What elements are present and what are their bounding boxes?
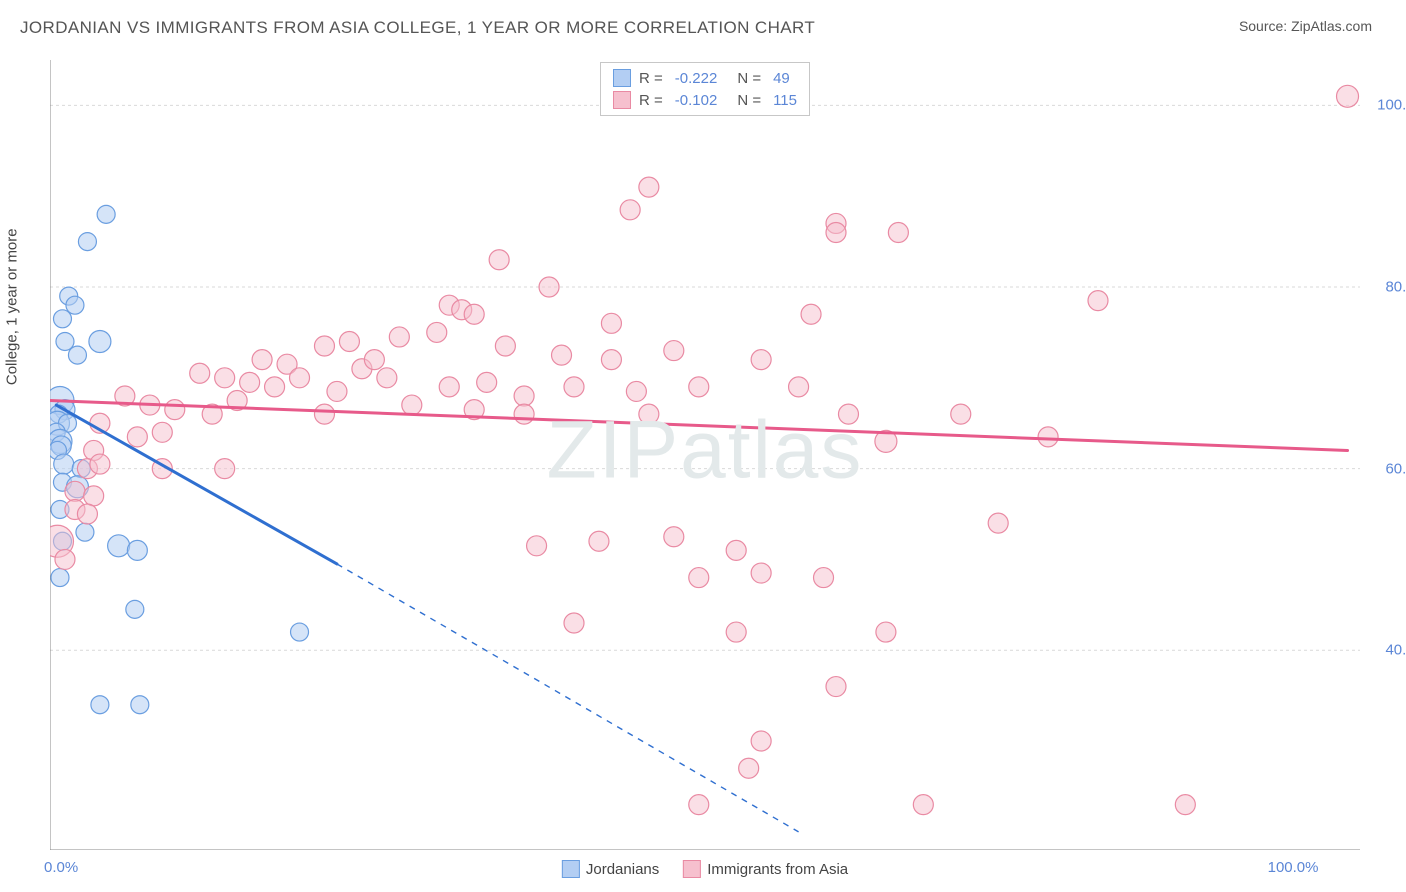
legend-n-value: 115: [773, 92, 797, 109]
legend-swatch: [683, 860, 701, 878]
series-legend-item: Jordanians: [562, 860, 659, 878]
legend-r-value: -0.102: [675, 92, 718, 109]
scatter-plot: [50, 60, 1360, 850]
chart-title: JORDANIAN VS IMMIGRANTS FROM ASIA COLLEG…: [20, 18, 815, 38]
series-legend: Jordanians Immigrants from Asia: [562, 860, 848, 878]
legend-swatch: [613, 69, 631, 87]
legend-n-label: N =: [737, 70, 761, 87]
y-axis-label: College, 1 year or more: [4, 228, 21, 385]
legend-n-value: 49: [773, 70, 790, 87]
x-tick-label: 0.0%: [44, 859, 78, 876]
legend-swatch: [613, 91, 631, 109]
legend-r-label: R =: [639, 70, 663, 87]
chart-header: JORDANIAN VS IMMIGRANTS FROM ASIA COLLEG…: [0, 0, 1406, 44]
y-tick-label: 40.0%: [1385, 642, 1406, 659]
series-legend-label: Immigrants from Asia: [707, 861, 848, 878]
legend-row: R = -0.222 N = 49: [613, 67, 797, 89]
legend-swatch: [562, 860, 580, 878]
series-legend-item: Immigrants from Asia: [683, 860, 848, 878]
legend-r-label: R =: [639, 92, 663, 109]
correlation-legend: R = -0.222 N = 49 R = -0.102 N = 115: [600, 62, 810, 116]
source-attribution: Source: ZipAtlas.com: [1239, 18, 1372, 34]
y-tick-label: 60.0%: [1385, 460, 1406, 477]
x-tick-label: 100.0%: [1268, 859, 1319, 876]
legend-r-value: -0.222: [675, 70, 718, 87]
legend-n-label: N =: [737, 92, 761, 109]
series-legend-label: Jordanians: [586, 861, 659, 878]
y-tick-label: 100.0%: [1377, 97, 1406, 114]
legend-row: R = -0.102 N = 115: [613, 89, 797, 111]
chart-container: College, 1 year or more ZIPatlas R =-0.2…: [50, 60, 1360, 850]
y-tick-label: 80.0%: [1385, 279, 1406, 296]
